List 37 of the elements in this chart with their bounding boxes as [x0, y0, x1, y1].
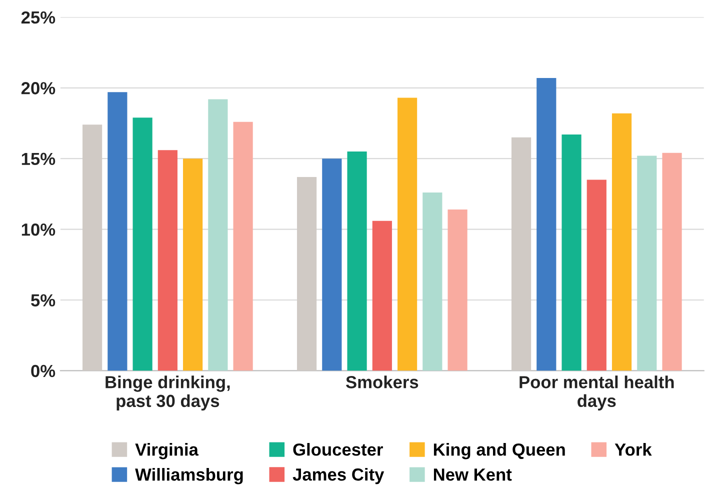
bar	[183, 158, 203, 371]
bar	[637, 156, 657, 371]
legend-label: York	[614, 442, 652, 456]
bar	[586, 180, 606, 371]
bar	[397, 98, 418, 371]
legend-label: King and Queen	[434, 442, 565, 460]
legend-label: New Kent	[434, 468, 512, 481]
bar	[372, 220, 392, 371]
y-tick-label: 15%	[22, 152, 56, 166]
bar	[322, 158, 342, 371]
bar	[511, 137, 532, 371]
legend-label: Gloucester	[293, 442, 383, 456]
bar	[562, 134, 582, 371]
bar	[448, 210, 468, 371]
x-tick-label: Poor mental health days	[520, 376, 674, 410]
x-tick-label: Binge drinking, past 30 days	[106, 376, 230, 411]
bar	[347, 152, 367, 371]
bar	[132, 118, 152, 371]
bar	[82, 124, 102, 371]
bar	[158, 150, 178, 371]
bar	[108, 92, 128, 371]
y-tick-label: 20%	[21, 82, 56, 94]
bar	[612, 113, 632, 371]
y-tick-label: 5%	[31, 294, 56, 306]
bar	[662, 152, 682, 371]
y-tick-label: 0%	[31, 364, 56, 378]
bar	[296, 176, 317, 371]
legend-label: Virginia	[135, 442, 199, 460]
legend-label: James City	[292, 468, 384, 484]
bar	[422, 192, 442, 371]
bar	[233, 122, 253, 371]
legend-label: Williamsburg	[135, 468, 243, 484]
x-tick-label: Smokers	[346, 376, 418, 388]
bar	[208, 99, 228, 371]
y-tick-label: 10%	[22, 223, 56, 236]
y-tick-label: 25%	[21, 11, 56, 24]
bar	[536, 78, 556, 371]
